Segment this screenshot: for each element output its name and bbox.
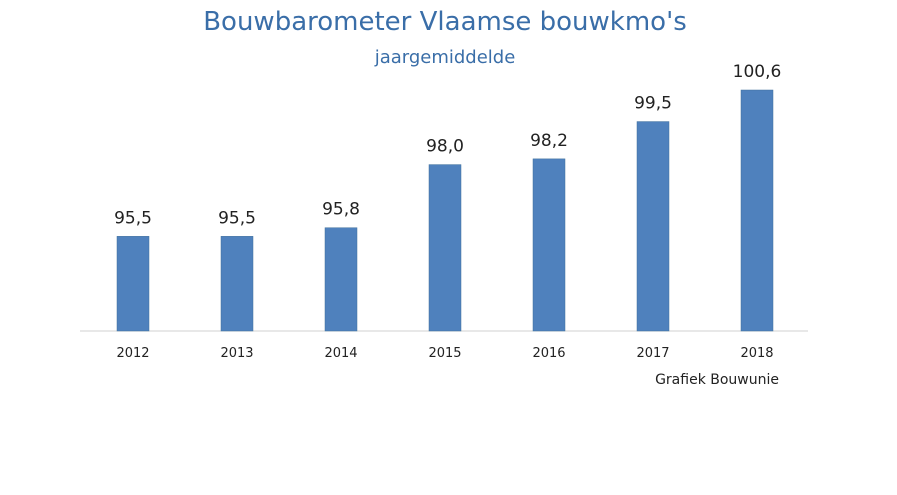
- x-tick-label-2013: 2013: [220, 346, 253, 361]
- data-label-2013: 95,5: [218, 208, 256, 228]
- data-label-2012: 95,5: [114, 208, 152, 228]
- x-tick-label-2016: 2016: [532, 346, 565, 361]
- chart-subtitle: jaargemiddelde: [374, 47, 516, 68]
- x-tick-label-2018: 2018: [740, 346, 773, 361]
- chart-title: Bouwbarometer Vlaamse bouwkmo's: [203, 7, 687, 37]
- x-tick-label-2014: 2014: [324, 346, 357, 361]
- data-label-2018: 100,6: [733, 62, 782, 82]
- data-label-2014: 95,8: [322, 200, 360, 220]
- bar-2015: [428, 164, 462, 332]
- bar-2017: [636, 121, 670, 332]
- x-tick-label-2012: 2012: [116, 346, 149, 361]
- bar-2018: [740, 89, 774, 332]
- bar-2014: [324, 227, 358, 332]
- x-tick-label-2017: 2017: [636, 346, 669, 361]
- x-tick-label-2015: 2015: [428, 346, 461, 361]
- data-label-2015: 98,0: [426, 137, 464, 157]
- bar-2016: [532, 158, 566, 332]
- bar-2013: [220, 236, 254, 332]
- data-label-2016: 98,2: [530, 131, 568, 151]
- chart-credit: Grafiek Bouwunie: [655, 372, 779, 388]
- bar-2012: [116, 236, 150, 332]
- data-label-2017: 99,5: [634, 94, 672, 114]
